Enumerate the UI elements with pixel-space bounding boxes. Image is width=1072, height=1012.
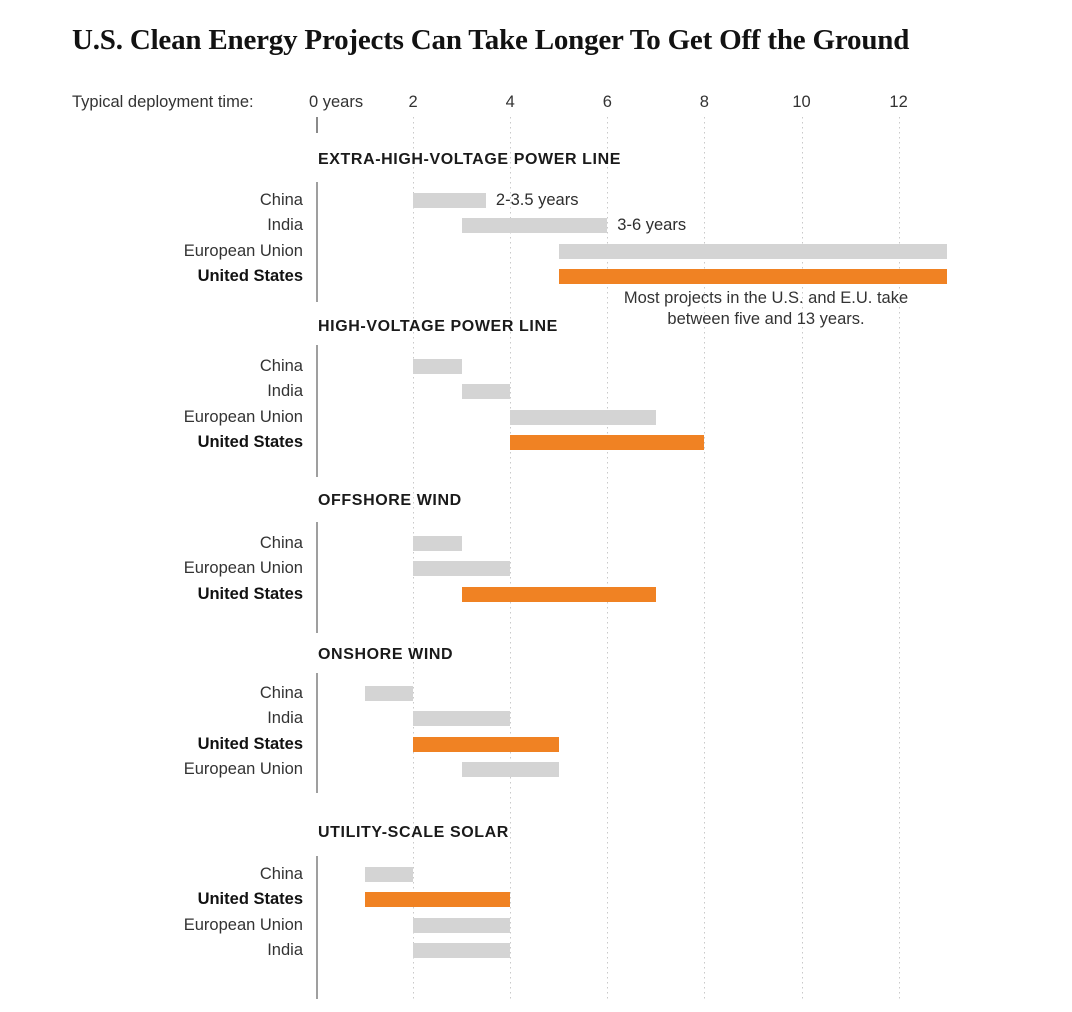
gridline: [510, 117, 512, 999]
country-label: China: [259, 357, 303, 375]
duration-bar: [413, 536, 462, 551]
country-label: China: [259, 534, 303, 552]
bar-annotation: 2-3.5 years: [495, 191, 579, 209]
country-label: India: [267, 940, 303, 959]
country-label: United States: [197, 584, 303, 603]
country-label: United States: [197, 266, 303, 285]
axis-tick-label: 2: [408, 93, 418, 111]
axis-caption: Typical deployment time:: [72, 93, 254, 111]
section-heading: ONSHORE WIND: [318, 646, 454, 663]
country-label: United States: [197, 734, 303, 753]
country-label: United States: [197, 890, 303, 909]
axis-baseline: [316, 345, 318, 477]
axis-baseline: [316, 522, 318, 633]
axis-tick-label: 12: [889, 93, 908, 111]
axis-tick-label: 10: [792, 93, 811, 111]
gridline: [607, 117, 609, 999]
axis-tick-label: 6: [602, 93, 612, 111]
duration-bar: [413, 917, 511, 933]
duration-bar: [413, 942, 511, 958]
country-label: China: [259, 191, 303, 209]
axis-baseline: [316, 182, 318, 302]
country-label: European Union: [183, 915, 303, 934]
country-label: United States: [197, 432, 303, 451]
section-heading: UTILITY-SCALE SOLAR: [318, 824, 509, 841]
axis-baseline: [316, 673, 318, 793]
chart-note-line: Most projects in the U.S. and E.U. take: [623, 289, 909, 307]
axis-baseline: [316, 856, 318, 999]
duration-bar: [461, 218, 608, 234]
country-label: European Union: [183, 759, 303, 778]
country-label: China: [259, 865, 303, 883]
country-label: India: [267, 216, 303, 235]
duration-bar: [461, 384, 511, 400]
duration-bar: [364, 686, 414, 701]
country-label: China: [259, 684, 303, 702]
country-label: European Union: [183, 241, 303, 260]
country-label: India: [267, 382, 303, 401]
axis-tick-label: 4: [505, 93, 515, 111]
section-heading: EXTRA-HIGH-VOLTAGE POWER LINE: [318, 151, 622, 168]
country-label: India: [267, 709, 303, 728]
country-label: European Union: [183, 407, 303, 426]
bar-annotation: 3-6 years: [617, 216, 687, 235]
gridline: [898, 117, 900, 999]
chart-note-line: between five and 13 years.: [667, 310, 865, 328]
axis-tick-label: 0 years: [309, 93, 364, 111]
section-heading: OFFSHORE WIND: [318, 492, 462, 509]
duration-bar-us: [413, 736, 559, 752]
page-title: U.S. Clean Energy Projects Can Take Long…: [72, 24, 910, 56]
duration-bar-us: [461, 586, 656, 602]
duration-bar-us: [558, 268, 948, 284]
duration-bar: [558, 243, 948, 259]
axis-zero-tick: [316, 117, 318, 133]
gridline: [413, 117, 415, 999]
section-heading: HIGH-VOLTAGE POWER LINE: [318, 318, 558, 335]
duration-bar: [413, 711, 511, 727]
duration-bar: [364, 867, 414, 882]
country-label: European Union: [183, 559, 303, 578]
duration-bar: [413, 561, 511, 577]
chart-note: Most projects in the U.S. and E.U. take b…: [586, 288, 946, 330]
duration-bar: [510, 409, 656, 425]
gridline: [801, 117, 803, 999]
duration-bar-us: [510, 434, 705, 450]
axis-tick-label: 8: [699, 93, 709, 111]
duration-bar: [461, 761, 559, 777]
duration-bar: [413, 359, 462, 374]
gridline: [704, 117, 706, 999]
duration-bar-us: [364, 892, 511, 908]
duration-bar: [413, 193, 486, 208]
